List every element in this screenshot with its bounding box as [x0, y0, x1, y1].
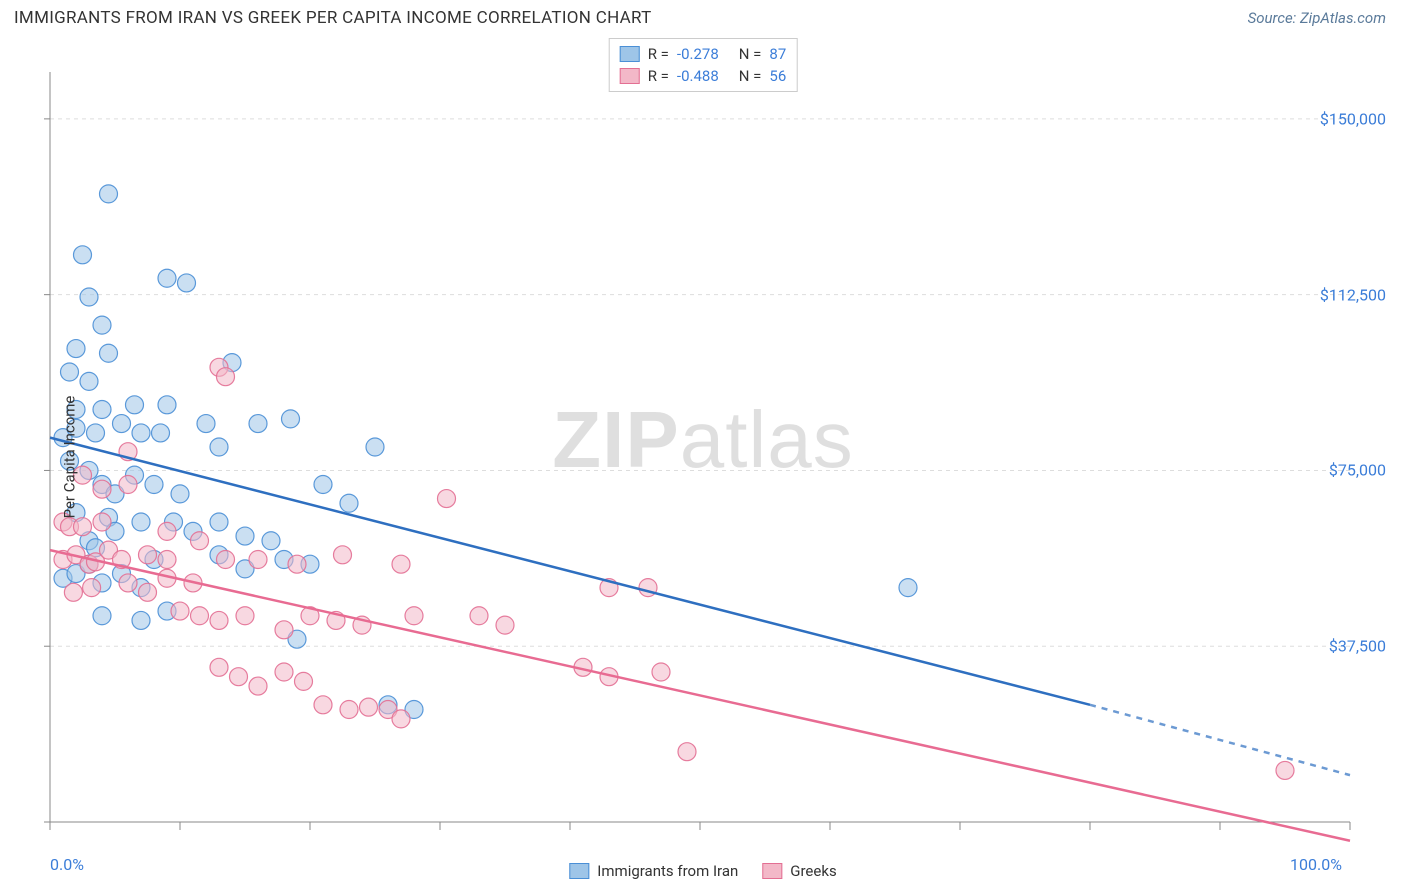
legend-row: R = -0.488 N = 56 — [620, 65, 787, 87]
chart-title: IMMIGRANTS FROM IRAN VS GREEK PER CAPITA… — [14, 8, 652, 28]
y-tick-label: $112,500 — [1320, 285, 1386, 304]
y-tick-label: $75,000 — [1329, 461, 1386, 480]
legend-n-label: N = — [739, 65, 762, 87]
source-attribution: Source: ZipAtlas.com — [1248, 9, 1386, 27]
legend-swatch — [620, 46, 640, 62]
legend-r-value: -0.488 — [677, 65, 719, 87]
correlation-legend: R = -0.278 N = 87 R = -0.488 N = 56 — [609, 38, 798, 92]
series-name: Greeks — [790, 862, 836, 880]
x-tick-label: 0.0% — [50, 855, 84, 874]
series-legend-item: Greeks — [762, 862, 836, 880]
legend-swatch — [762, 863, 782, 879]
legend-r-label: R = — [648, 43, 669, 65]
legend-r-label: R = — [648, 65, 669, 87]
series-name: Immigrants from Iran — [597, 862, 738, 880]
legend-n-value: 87 — [769, 43, 786, 65]
legend-n-value: 56 — [769, 65, 786, 87]
y-axis-label: Per Capita Income — [60, 396, 78, 519]
x-tick-label: 100.0% — [1290, 855, 1342, 874]
legend-swatch — [620, 68, 640, 84]
legend-n-label: N = — [739, 43, 762, 65]
y-tick-label: $150,000 — [1320, 109, 1386, 128]
legend-swatch — [569, 863, 589, 879]
chart-header: IMMIGRANTS FROM IRAN VS GREEK PER CAPITA… — [0, 0, 1406, 32]
series-legend: Immigrants from Iran Greeks — [569, 862, 836, 880]
legend-row: R = -0.278 N = 87 — [620, 43, 787, 65]
legend-r-value: -0.278 — [677, 43, 719, 65]
chart-container: Per Capita Income ZIPatlas R = -0.278N =… — [0, 32, 1406, 882]
scatter-plot — [0, 32, 1406, 852]
series-legend-item: Immigrants from Iran — [569, 862, 738, 880]
y-tick-label: $37,500 — [1329, 637, 1386, 656]
